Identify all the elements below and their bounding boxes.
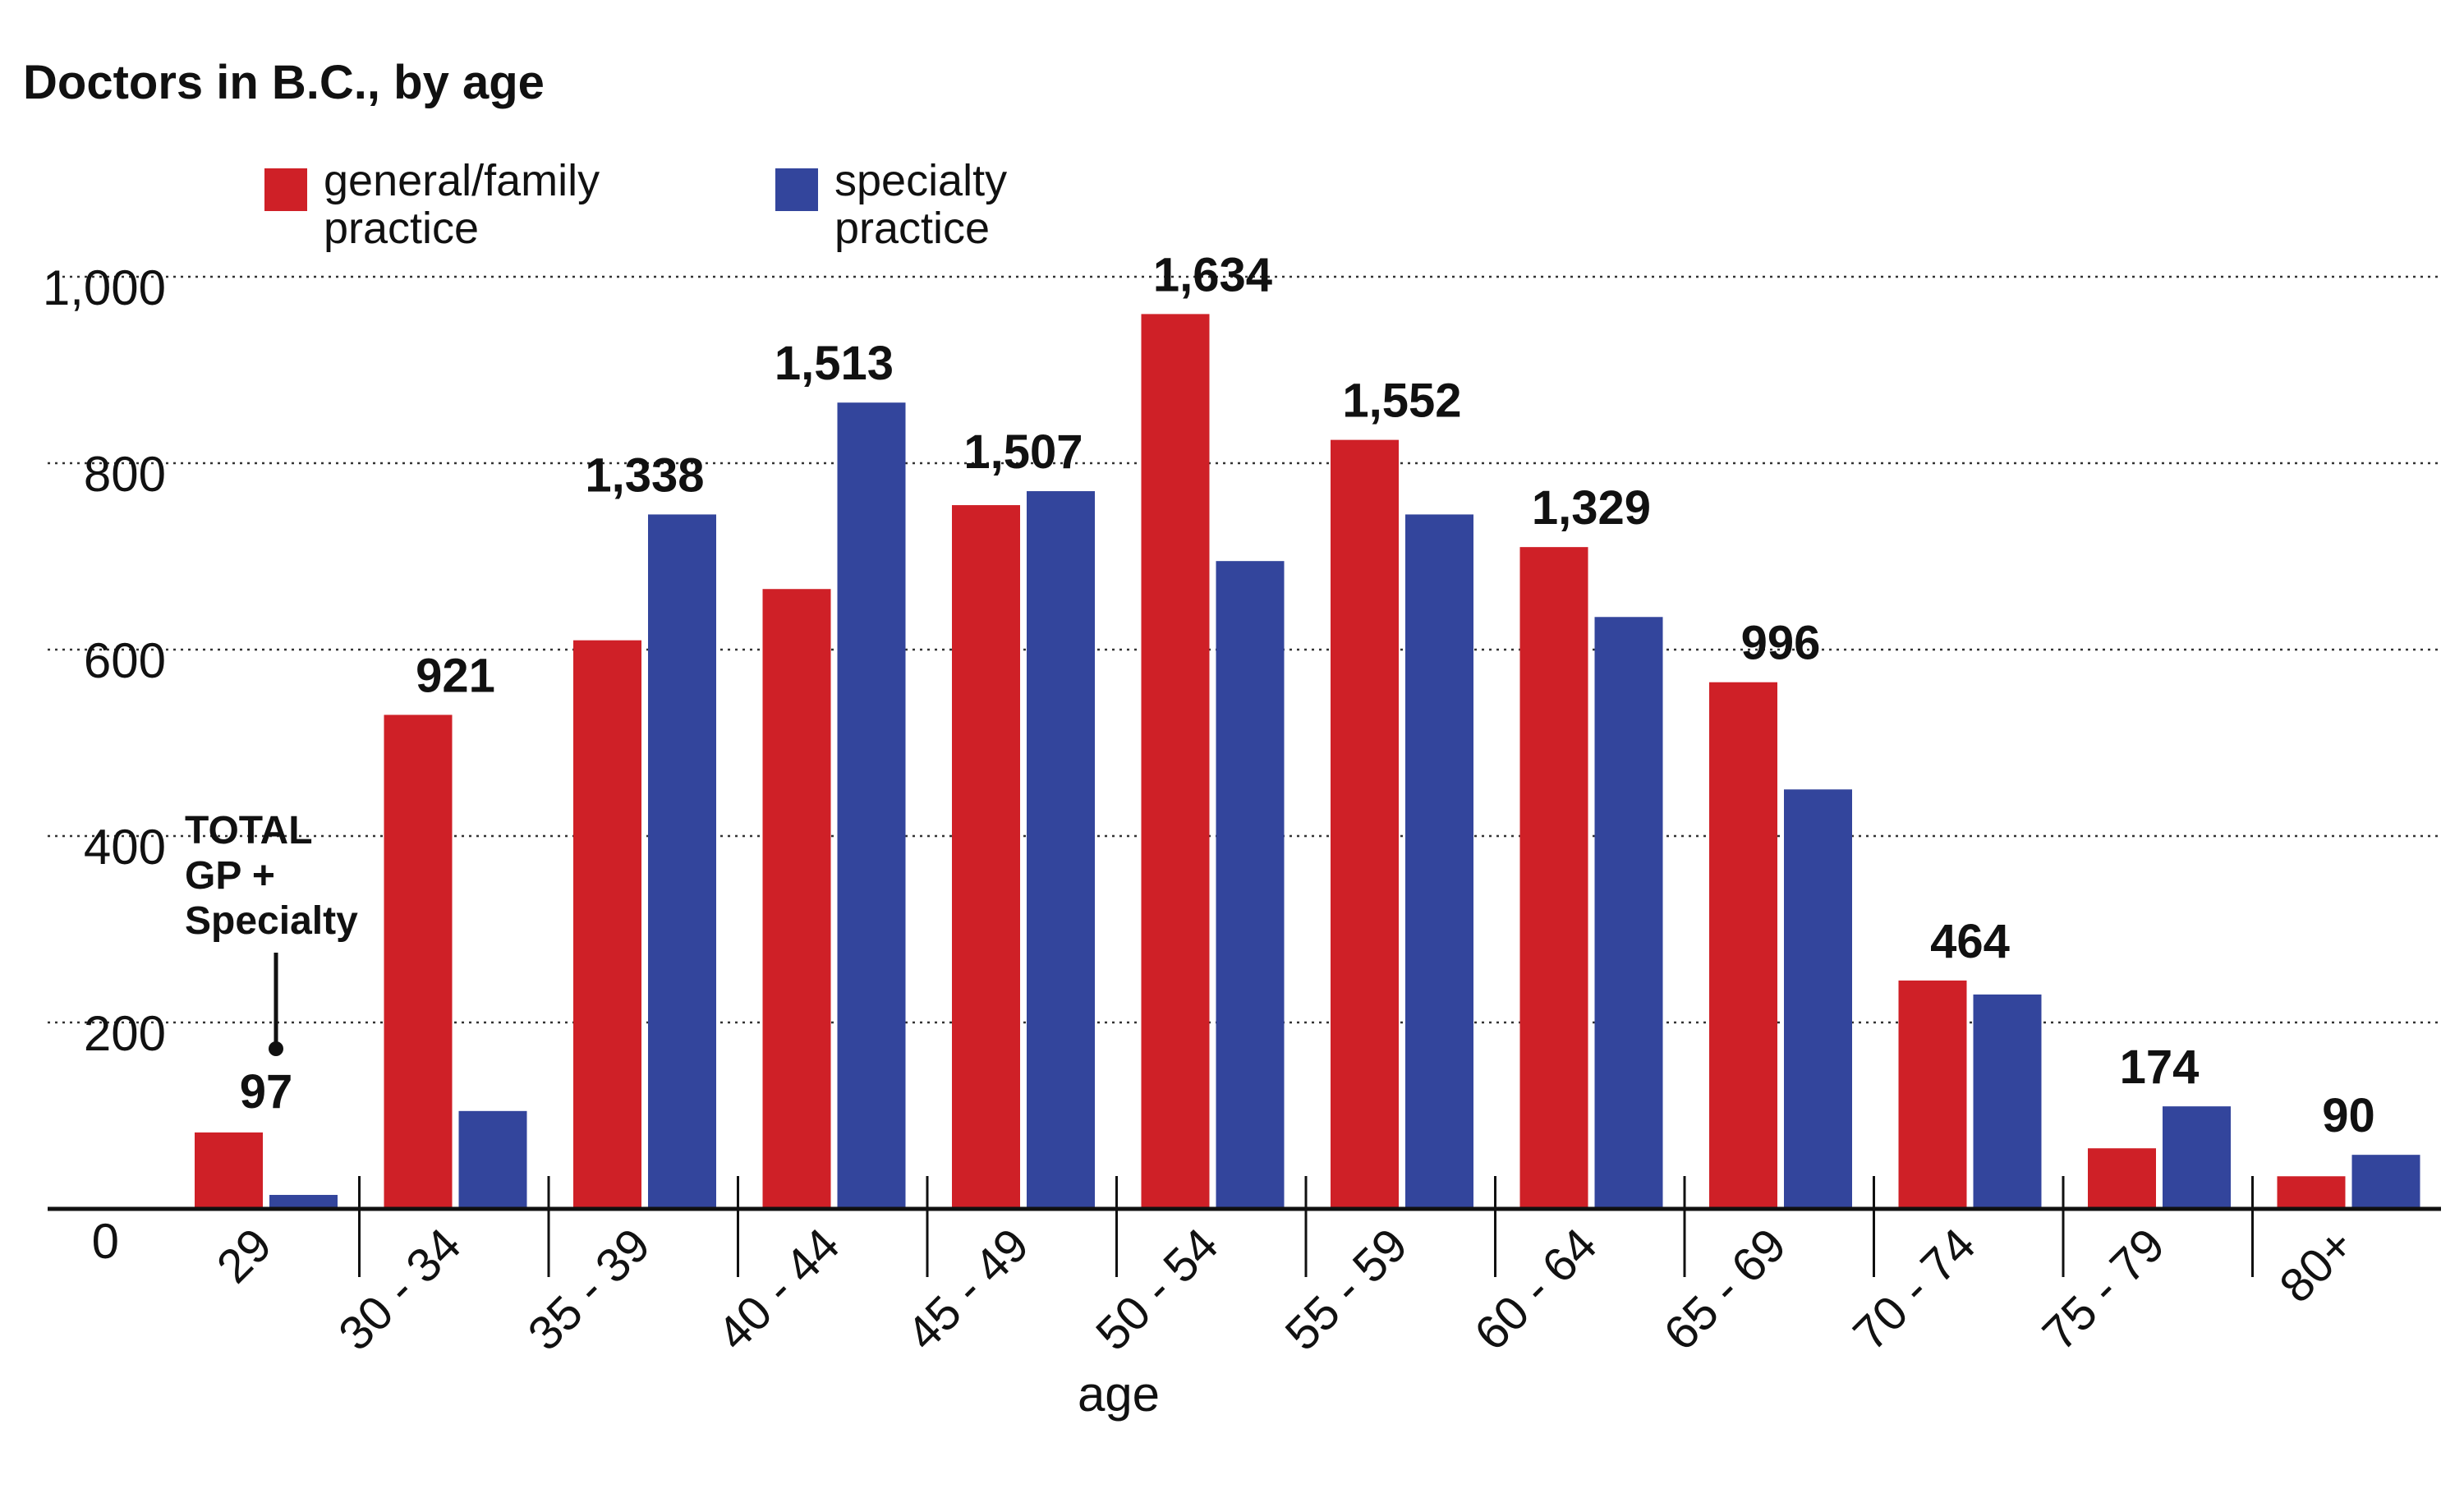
x-tick-label: 40 - 44 [707, 1218, 850, 1361]
total-label: 996 [1741, 617, 1821, 670]
annotation-line-2: GP + [185, 854, 275, 898]
total-label: 1,329 [1532, 481, 1651, 535]
bar-gp [1709, 682, 1777, 1209]
bar-specialty [1973, 994, 2042, 1209]
y-tick-label: 400 [84, 820, 166, 875]
bar-gp [1519, 547, 1588, 1209]
total-annotation: TOTAL GP + Specialty [185, 809, 358, 1056]
total-label: 1,338 [585, 448, 704, 502]
annotation-line-3: Specialty [185, 899, 358, 943]
total-label: 1,634 [1153, 248, 1272, 301]
total-label: 1,507 [963, 425, 1083, 479]
bars [195, 314, 2420, 1210]
bar-gp [573, 640, 641, 1209]
bar-gp [1331, 439, 1399, 1209]
total-label: 90 [2322, 1089, 2375, 1142]
legend-swatch-specialty [775, 168, 818, 211]
bar-gp [384, 714, 453, 1209]
x-tick-label: 55 - 59 [1276, 1218, 1418, 1361]
annotation-dot [269, 1041, 283, 1056]
total-labels: 97 921 1,338 1,513 1,507 1,634 1,552 1,329 996 46… [240, 248, 2375, 1142]
x-tick-label: 30 - 34 [329, 1218, 471, 1361]
x-tick-label: 35 - 39 [518, 1218, 661, 1361]
bar-gp [952, 505, 1020, 1209]
x-tick-label: 75 - 79 [2033, 1218, 2176, 1361]
bar-specialty [269, 1194, 338, 1209]
x-tick-label: 50 - 54 [1086, 1218, 1229, 1361]
total-label: 1,513 [775, 337, 894, 390]
total-label: 1,552 [1342, 374, 1461, 428]
bar-specialty [2351, 1155, 2420, 1209]
x-tick-label: 80+ [2269, 1218, 2365, 1313]
x-axis-ticks: 29 30 - 34 35 - 39 40 - 44 45 - 49 50 - 54 55 … [207, 1218, 2365, 1361]
bar-specialty [1405, 514, 1473, 1209]
total-label: 921 [416, 649, 495, 702]
annotation-line-1: TOTAL [185, 809, 313, 852]
y-axis-ticks: 0 200 400 600 800 1,000 [43, 260, 166, 1269]
bar-specialty [1216, 561, 1285, 1209]
bar-gp [1898, 980, 1967, 1209]
bar-specialty [2163, 1106, 2231, 1209]
x-tick-label: 70 - 74 [1843, 1218, 1986, 1361]
x-tick-label: 29 [207, 1218, 283, 1293]
y-tick-label: 200 [84, 1006, 166, 1061]
bar-gp [2088, 1148, 2156, 1209]
legend-swatch-gp [264, 168, 307, 211]
total-label: 97 [240, 1065, 293, 1119]
total-label: 174 [2120, 1041, 2200, 1094]
bar-specialty [837, 402, 906, 1210]
x-axis [48, 1176, 2441, 1277]
legend: general/family practice specialty practi… [264, 156, 1007, 253]
bar-specialty [1784, 789, 1852, 1209]
y-tick-label: 1,000 [43, 260, 166, 315]
total-label: 464 [1930, 915, 2010, 968]
bar-gp [2277, 1176, 2346, 1209]
legend-label-specialty-line2: practice [834, 204, 990, 253]
x-tick-label: 45 - 49 [897, 1218, 1040, 1361]
y-tick-label: 600 [84, 633, 166, 688]
bar-gp [195, 1132, 263, 1209]
bar-gp [1141, 314, 1210, 1209]
bar-gp [762, 589, 831, 1209]
y-tick-label: 0 [92, 1214, 119, 1269]
x-tick-label: 60 - 64 [1464, 1218, 1607, 1361]
legend-label-specialty: specialty [834, 156, 1007, 205]
legend-label-gp: general/family [324, 156, 600, 205]
bar-specialty [1027, 491, 1095, 1209]
x-tick-label: 65 - 69 [1654, 1218, 1797, 1361]
y-tick-label: 800 [84, 447, 166, 502]
legend-label-gp-line2: practice [324, 204, 479, 253]
bar-specialty [648, 514, 716, 1209]
x-axis-title: age [1078, 1367, 1160, 1422]
chart-title: Doctors in B.C., by age [23, 56, 545, 109]
bar-specialty [458, 1110, 527, 1209]
bar-specialty [1594, 617, 1663, 1209]
